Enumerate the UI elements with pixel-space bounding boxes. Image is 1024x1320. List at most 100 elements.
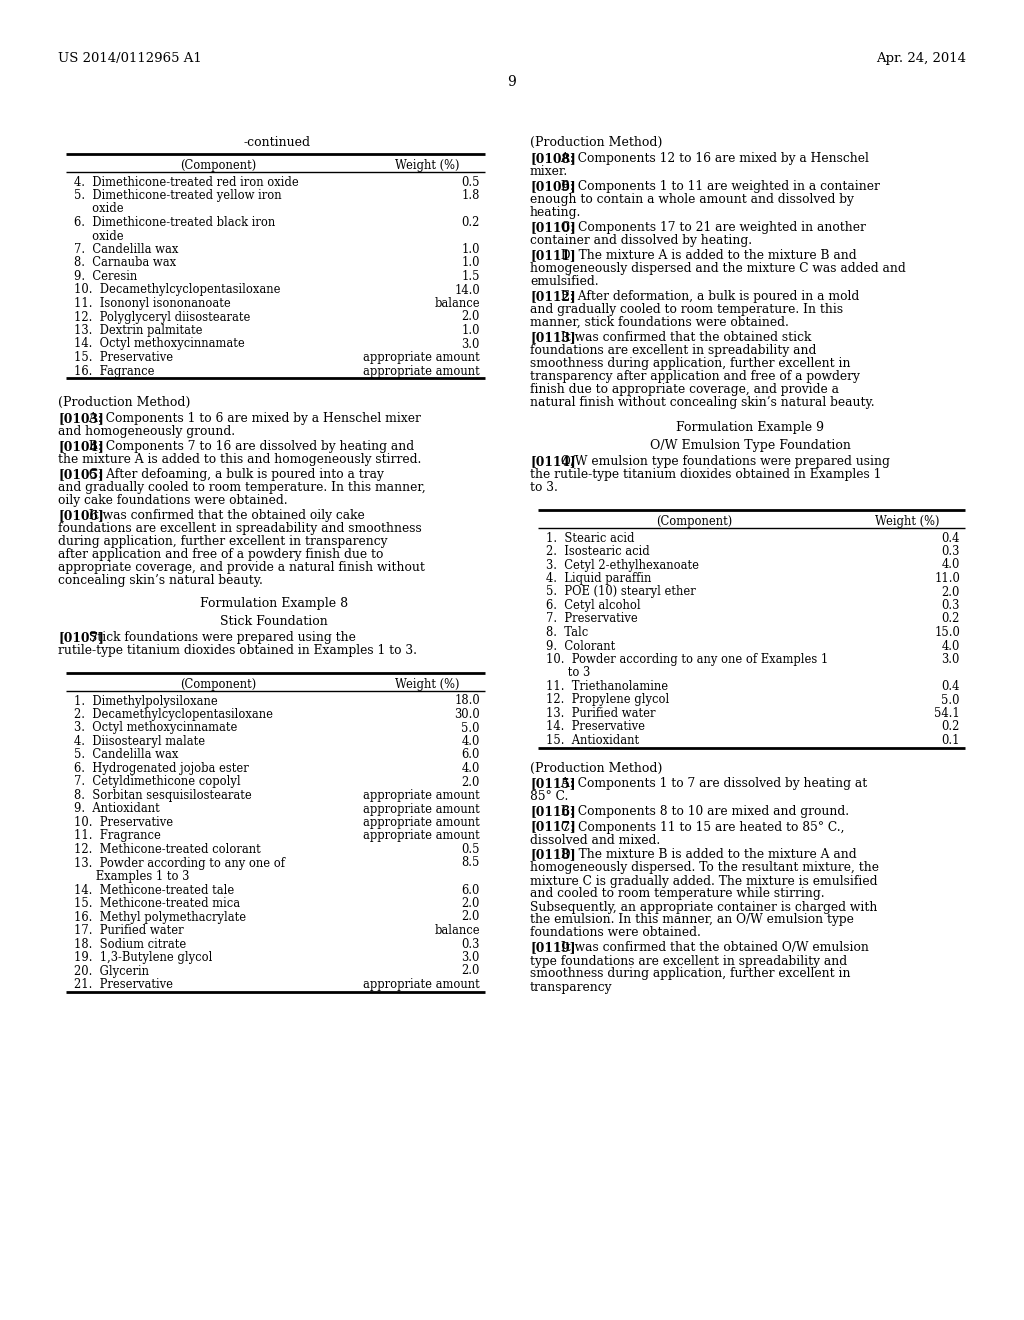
- Text: O/W emulsion type foundations were prepared using: O/W emulsion type foundations were prepa…: [557, 455, 890, 469]
- Text: 12.  Methicone-treated colorant: 12. Methicone-treated colorant: [74, 843, 261, 855]
- Text: Examples 1 to 3: Examples 1 to 3: [74, 870, 189, 883]
- Text: finish due to appropriate coverage, and provide a: finish due to appropriate coverage, and …: [530, 383, 839, 396]
- Text: 16.  Fagrance: 16. Fagrance: [74, 364, 155, 378]
- Text: 1.  Stearic acid: 1. Stearic acid: [546, 532, 635, 544]
- Text: appropriate amount: appropriate amount: [364, 829, 480, 842]
- Text: 8.  Sorbitan sesquisilostearate: 8. Sorbitan sesquisilostearate: [74, 789, 252, 803]
- Text: 9.  Ceresin: 9. Ceresin: [74, 271, 137, 282]
- Text: to 3: to 3: [546, 667, 590, 680]
- Text: 13.  Purified water: 13. Purified water: [546, 708, 655, 719]
- Text: 0.2: 0.2: [942, 612, 961, 626]
- Text: (Component): (Component): [656, 515, 732, 528]
- Text: and gradually cooled to room temperature. In this: and gradually cooled to room temperature…: [530, 304, 843, 315]
- Text: 15.  Methicone-treated mica: 15. Methicone-treated mica: [74, 898, 240, 909]
- Text: Apr. 24, 2014: Apr. 24, 2014: [876, 51, 966, 65]
- Text: [0111]: [0111]: [530, 249, 575, 261]
- Text: 14.  Methicone-treated tale: 14. Methicone-treated tale: [74, 883, 234, 896]
- Text: Weight (%): Weight (%): [395, 158, 460, 172]
- Text: 1.5: 1.5: [462, 271, 480, 282]
- Text: 9.  Colorant: 9. Colorant: [546, 639, 615, 652]
- Text: D: The mixture B is added to the mixture A and: D: The mixture B is added to the mixture…: [557, 849, 857, 862]
- Text: 5.  Candelilla wax: 5. Candelilla wax: [74, 748, 178, 762]
- Text: Stick foundations were prepared using the: Stick foundations were prepared using th…: [85, 631, 356, 644]
- Text: 12.  Propylene glycol: 12. Propylene glycol: [546, 693, 670, 706]
- Text: foundations are excellent in spreadability and: foundations are excellent in spreadabili…: [530, 345, 816, 356]
- Text: 3.0: 3.0: [462, 950, 480, 964]
- Text: 1.0: 1.0: [462, 243, 480, 256]
- Text: 11.  Triethanolamine: 11. Triethanolamine: [546, 680, 668, 693]
- Text: Formulation Example 9: Formulation Example 9: [676, 421, 824, 434]
- Text: 13.  Dextrin palmitate: 13. Dextrin palmitate: [74, 323, 203, 337]
- Text: [0114]: [0114]: [530, 455, 575, 469]
- Text: 6.0: 6.0: [462, 748, 480, 762]
- Text: 4.0: 4.0: [462, 762, 480, 775]
- Text: [0110]: [0110]: [530, 220, 575, 234]
- Text: C: Components 17 to 21 are weighted in another: C: Components 17 to 21 are weighted in a…: [557, 220, 866, 234]
- Text: 85° C.: 85° C.: [530, 791, 568, 804]
- Text: B: Components 8 to 10 are mixed and ground.: B: Components 8 to 10 are mixed and grou…: [557, 805, 849, 818]
- Text: foundations are excellent in spreadability and smoothness: foundations are excellent in spreadabili…: [58, 521, 422, 535]
- Text: 2.0: 2.0: [942, 586, 961, 598]
- Text: 3.0: 3.0: [942, 653, 961, 667]
- Text: balance: balance: [434, 297, 480, 310]
- Text: [0108]: [0108]: [530, 152, 575, 165]
- Text: 14.0: 14.0: [455, 284, 480, 297]
- Text: 4.  Dimethicone-treated red iron oxide: 4. Dimethicone-treated red iron oxide: [74, 176, 299, 189]
- Text: 6.  Dimethicone-treated black iron: 6. Dimethicone-treated black iron: [74, 216, 275, 228]
- Text: 13.  Powder according to any one of: 13. Powder according to any one of: [74, 857, 285, 870]
- Text: Subsequently, an appropriate container is charged with: Subsequently, an appropriate container i…: [530, 900, 878, 913]
- Text: 3.  Octyl methoxycinnamate: 3. Octyl methoxycinnamate: [74, 722, 238, 734]
- Text: homogeneously dispersed. To the resultant mixture, the: homogeneously dispersed. To the resultan…: [530, 862, 879, 874]
- Text: 10.  Decamethylcyclopentasiloxane: 10. Decamethylcyclopentasiloxane: [74, 284, 281, 297]
- Text: [0106]: [0106]: [58, 510, 103, 521]
- Text: A: Components 12 to 16 are mixed by a Henschel: A: Components 12 to 16 are mixed by a He…: [557, 152, 869, 165]
- Text: 0.4: 0.4: [942, 532, 961, 544]
- Text: 17.  Purified water: 17. Purified water: [74, 924, 183, 937]
- Text: 9.  Antioxidant: 9. Antioxidant: [74, 803, 160, 816]
- Text: 5.  Dimethicone-treated yellow iron: 5. Dimethicone-treated yellow iron: [74, 189, 282, 202]
- Text: 8.  Carnauba wax: 8. Carnauba wax: [74, 256, 176, 269]
- Text: [0117]: [0117]: [530, 821, 575, 833]
- Text: 11.  Fragrance: 11. Fragrance: [74, 829, 161, 842]
- Text: 9: 9: [508, 75, 516, 88]
- Text: 10.  Preservative: 10. Preservative: [74, 816, 173, 829]
- Text: 12.  Polyglyceryl diisostearate: 12. Polyglyceryl diisostearate: [74, 310, 251, 323]
- Text: 6.  Hydrogenated jojoba ester: 6. Hydrogenated jojoba ester: [74, 762, 249, 775]
- Text: (Component): (Component): [180, 678, 256, 690]
- Text: balance: balance: [434, 924, 480, 937]
- Text: 10.  Powder according to any one of Examples 1: 10. Powder according to any one of Examp…: [546, 653, 828, 667]
- Text: enough to contain a whole amount and dissolved by: enough to contain a whole amount and dis…: [530, 193, 854, 206]
- Text: 1.8: 1.8: [462, 189, 480, 202]
- Text: 54.1: 54.1: [934, 708, 961, 719]
- Text: appropriate amount: appropriate amount: [364, 978, 480, 991]
- Text: oily cake foundations were obtained.: oily cake foundations were obtained.: [58, 494, 288, 507]
- Text: appropriate amount: appropriate amount: [364, 803, 480, 816]
- Text: natural finish without concealing skin’s natural beauty.: natural finish without concealing skin’s…: [530, 396, 874, 409]
- Text: concealing skin’s natural beauty.: concealing skin’s natural beauty.: [58, 574, 263, 587]
- Text: 0.3: 0.3: [942, 545, 961, 558]
- Text: 4.0: 4.0: [462, 735, 480, 748]
- Text: mixture C is gradually added. The mixture is emulsified: mixture C is gradually added. The mixtur…: [530, 874, 878, 887]
- Text: smoothness during application, further excellent in: smoothness during application, further e…: [530, 356, 851, 370]
- Text: 18.0: 18.0: [455, 694, 480, 708]
- Text: [0109]: [0109]: [530, 180, 575, 193]
- Text: B: Components 7 to 16 are dissolved by heating and: B: Components 7 to 16 are dissolved by h…: [85, 440, 415, 453]
- Text: 0.3: 0.3: [462, 937, 480, 950]
- Text: to 3.: to 3.: [530, 480, 558, 494]
- Text: 2.0: 2.0: [462, 776, 480, 788]
- Text: 8.5: 8.5: [462, 857, 480, 870]
- Text: and gradually cooled to room temperature. In this manner,: and gradually cooled to room temperature…: [58, 480, 426, 494]
- Text: (Component): (Component): [180, 158, 256, 172]
- Text: [0104]: [0104]: [58, 440, 103, 453]
- Text: manner, stick foundations were obtained.: manner, stick foundations were obtained.: [530, 315, 788, 329]
- Text: [0116]: [0116]: [530, 805, 575, 818]
- Text: heating.: heating.: [530, 206, 582, 219]
- Text: A: Components 1 to 7 are dissolved by heating at: A: Components 1 to 7 are dissolved by he…: [557, 777, 867, 791]
- Text: during application, further excellent in transparency: during application, further excellent in…: [58, 535, 387, 548]
- Text: appropriate coverage, and provide a natural finish without: appropriate coverage, and provide a natu…: [58, 561, 425, 574]
- Text: 5.0: 5.0: [941, 693, 961, 706]
- Text: 5.  POE (10) stearyl ether: 5. POE (10) stearyl ether: [546, 586, 695, 598]
- Text: Formulation Example 8: Formulation Example 8: [200, 597, 348, 610]
- Text: 2.0: 2.0: [462, 898, 480, 909]
- Text: It was confirmed that the obtained oily cake: It was confirmed that the obtained oily …: [85, 510, 365, 521]
